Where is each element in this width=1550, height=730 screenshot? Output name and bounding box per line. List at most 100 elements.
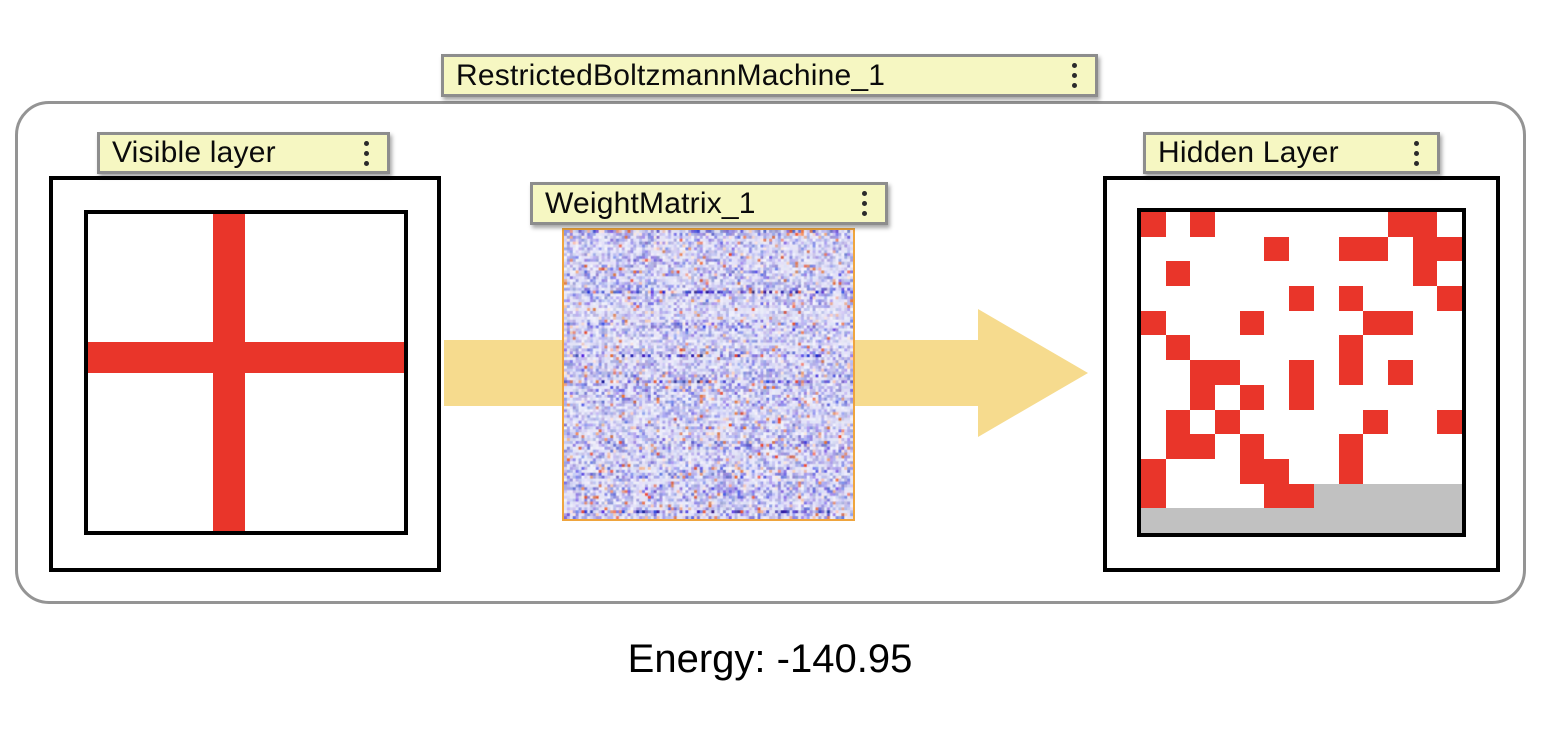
hidden-unit-cell [1141, 409, 1166, 435]
hidden-unit-cell [1165, 384, 1191, 410]
hidden-unit-cell [1215, 360, 1240, 385]
hidden-unit-cell [1387, 508, 1413, 533]
hidden-unit-cell [1363, 483, 1388, 509]
hidden-unit-cell [1387, 409, 1413, 435]
hidden-unit-cell [1215, 458, 1240, 484]
hidden-unit-cell [1313, 434, 1339, 459]
hidden-unit-cell [1289, 483, 1314, 509]
hidden-unit-cell [1215, 483, 1240, 509]
hidden-unit-cell [1338, 286, 1364, 311]
hidden-unit-cell [1141, 434, 1166, 459]
hidden-unit-cell [1239, 434, 1265, 459]
hidden-unit-cell [1412, 236, 1438, 262]
hidden-unit-cell [1239, 458, 1265, 484]
hidden-unit-cell [1289, 261, 1314, 287]
hidden-unit-cell [1190, 434, 1216, 459]
hidden-unit-cell [1215, 236, 1240, 262]
hidden-unit-cell [1239, 384, 1265, 410]
hidden-unit-cell [1190, 335, 1216, 361]
hidden-unit-cell [1412, 483, 1438, 509]
hidden-unit-cell [1141, 483, 1166, 509]
hidden-unit-cell [1437, 508, 1462, 533]
hidden-unit-cell [1289, 384, 1314, 410]
hidden-unit-cell [1412, 261, 1438, 287]
hidden-unit-cell [1239, 335, 1265, 361]
hidden-unit-cell [1190, 483, 1216, 509]
hidden-unit-cell [1264, 360, 1290, 385]
hidden-unit-cell [1412, 458, 1438, 484]
hidden-unit-cell [1437, 286, 1462, 311]
hidden-unit-cell [1437, 261, 1462, 287]
weight-matrix-menu-icon[interactable] [860, 189, 869, 218]
hidden-unit-cell [1313, 212, 1339, 237]
hidden-unit-cell [1363, 360, 1388, 385]
hidden-unit-cell [1387, 335, 1413, 361]
hidden-unit-cell [1437, 212, 1462, 237]
hidden-unit-cell [1437, 335, 1462, 361]
hidden-unit-cell [1363, 212, 1388, 237]
hidden-unit-cell [1363, 409, 1388, 435]
hidden-layer-label: Hidden Layer [1158, 136, 1339, 169]
hidden-unit-cell [1387, 434, 1413, 459]
hidden-unit-cell [1215, 310, 1240, 336]
hidden-unit-cell [1264, 384, 1290, 410]
hidden-unit-cell [1289, 310, 1314, 336]
hidden-unit-cell [1165, 335, 1191, 361]
hidden-unit-cell [1141, 286, 1166, 311]
hidden-unit-cell [1165, 483, 1191, 509]
hidden-unit-cell [1239, 508, 1265, 533]
rbm-menu-icon[interactable] [1070, 61, 1079, 90]
hidden-unit-cell [1289, 409, 1314, 435]
hidden-unit-cell [1313, 286, 1339, 311]
hidden-unit-cell [1165, 261, 1191, 287]
hidden-unit-cell [1239, 286, 1265, 311]
hidden-unit-cell [1387, 236, 1413, 262]
hidden-unit-cell [1190, 360, 1216, 385]
hidden-unit-cell [1215, 409, 1240, 435]
weight-matrix-heatmap [562, 228, 855, 521]
visible-pattern [84, 210, 408, 535]
hidden-unit-cell [1387, 261, 1413, 287]
hidden-unit-cell [1141, 384, 1166, 410]
weight-matrix-badge[interactable]: WeightMatrix_1 [530, 182, 888, 225]
hidden-unit-cell [1437, 236, 1462, 262]
hidden-unit-cell [1215, 508, 1240, 533]
hidden-unit-cell [1264, 310, 1290, 336]
hidden-unit-cell [1165, 236, 1191, 262]
hidden-unit-cell [1338, 236, 1364, 262]
hidden-unit-cell [1437, 483, 1462, 509]
hidden-grid [1141, 212, 1462, 533]
hidden-unit-cell [1215, 335, 1240, 361]
hidden-unit-cell [1437, 434, 1462, 459]
forward-arrow-head [978, 309, 1088, 437]
hidden-unit-cell [1387, 360, 1413, 385]
hidden-unit-cell [1264, 508, 1290, 533]
hidden-unit-cell [1239, 261, 1265, 287]
hidden-unit-cell [1239, 212, 1265, 237]
hidden-unit-cell [1141, 310, 1166, 336]
hidden-unit-cell [1165, 360, 1191, 385]
hidden-unit-cell [1190, 286, 1216, 311]
visible-layer-menu-icon[interactable] [362, 139, 371, 168]
hidden-unit-cell [1387, 310, 1413, 336]
rbm-title-badge[interactable]: RestrictedBoltzmannMachine_1 [441, 54, 1098, 97]
hidden-unit-cell [1165, 458, 1191, 484]
hidden-unit-cell [1264, 335, 1290, 361]
hidden-unit-cell [1141, 335, 1166, 361]
hidden-pattern-frame [1137, 208, 1466, 537]
hidden-layer-badge[interactable]: Hidden Layer [1143, 132, 1440, 174]
hidden-unit-cell [1338, 409, 1364, 435]
energy-readout: Energy: -140.95 [627, 637, 913, 681]
visible-layer-badge[interactable]: Visible layer [97, 132, 390, 174]
hidden-unit-cell [1190, 384, 1216, 410]
hidden-unit-cell [1363, 286, 1388, 311]
hidden-unit-cell [1437, 384, 1462, 410]
hidden-unit-cell [1412, 310, 1438, 336]
hidden-unit-cell [1313, 236, 1339, 262]
hidden-layer-menu-icon[interactable] [1412, 139, 1421, 168]
hidden-unit-cell [1363, 384, 1388, 410]
hidden-unit-cell [1165, 508, 1191, 533]
hidden-unit-cell [1215, 261, 1240, 287]
hidden-unit-cell [1313, 261, 1339, 287]
